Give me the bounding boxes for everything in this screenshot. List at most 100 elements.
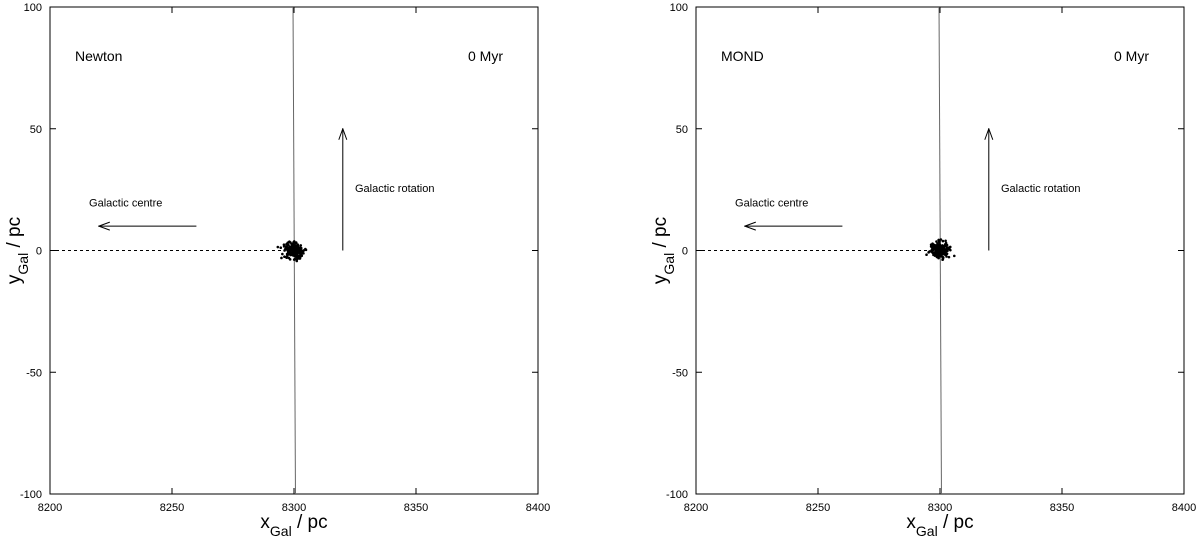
time-label: 0 Myr <box>1114 48 1149 64</box>
cluster-star <box>952 254 956 258</box>
cluster-star <box>929 245 933 248</box>
y-tick-label: -50 <box>672 367 688 379</box>
x-axis-label-unit: / pc <box>938 512 974 533</box>
galactic-centre-label: Galactic centre <box>89 198 162 210</box>
cluster-star <box>285 245 288 248</box>
cluster-star <box>943 251 947 254</box>
x-tick-label: 8250 <box>806 502 830 514</box>
cluster-star <box>285 256 288 259</box>
cluster-star <box>294 241 298 245</box>
x-axis-label-main: x <box>260 512 270 533</box>
cluster-star <box>946 247 950 251</box>
mond-panel: 8200 8250 8300 8350 8400 -100 -50 0 50 100 Galacti… <box>646 0 1200 536</box>
cluster-star <box>295 255 298 259</box>
cluster-star <box>927 251 930 254</box>
y-axis-label-unit: / pc <box>4 217 25 253</box>
cluster-star <box>944 239 947 243</box>
cluster-star <box>937 254 941 258</box>
cluster-star <box>292 249 296 252</box>
cluster-star <box>285 242 288 246</box>
cluster-star <box>288 258 292 261</box>
cluster-star <box>281 252 284 256</box>
x-axis-label-main: x <box>906 512 916 533</box>
cluster-star <box>295 252 299 256</box>
cluster-star <box>282 243 286 246</box>
x-tick-label: 8400 <box>1172 502 1196 514</box>
x-axis-label: xGal / pc <box>260 512 327 536</box>
cluster-star <box>299 244 303 247</box>
cluster-star <box>287 252 290 255</box>
y-tick-label: 100 <box>670 2 688 14</box>
cluster-star <box>935 240 938 243</box>
y-axis-label: yGal / pc <box>650 217 677 284</box>
cluster-points <box>925 238 956 262</box>
cluster-star <box>941 256 945 260</box>
newton-panel: 8200 8250 8300 8350 8400 -100 -50 0 50 100 Galacti… <box>4 2 550 536</box>
cluster-star <box>302 252 305 255</box>
cluster-star <box>939 238 943 241</box>
cluster-star <box>943 243 947 246</box>
x-axis-label-sub: Gal <box>916 523 938 536</box>
y-tick-label: 0 <box>682 246 688 258</box>
cluster-star <box>941 239 945 243</box>
cluster-star <box>931 248 935 252</box>
galactic-rotation-label: Galactic rotation <box>1001 183 1080 195</box>
cluster-star <box>940 246 944 250</box>
newton-chart: 8200 8250 8300 8350 8400 -100 -50 0 50 100 Galacti… <box>4 2 550 536</box>
y-tick-label: 50 <box>676 124 688 136</box>
x-axis-label: xGal / pc <box>906 512 973 536</box>
cluster-star <box>935 255 939 259</box>
x-axis-label-sub: Gal <box>270 523 292 536</box>
cluster-star <box>284 247 287 251</box>
cluster-star <box>288 240 291 244</box>
cluster-star <box>297 250 300 253</box>
y-tick-label: -100 <box>666 489 688 501</box>
x-axis-label-unit: / pc <box>292 512 328 533</box>
cluster-star <box>947 255 951 259</box>
cluster-star <box>292 240 295 244</box>
cluster-star <box>932 251 935 255</box>
galactic-centre-label: Galactic centre <box>735 198 808 210</box>
cluster-star <box>293 244 297 248</box>
y-axis-label-main: y <box>4 274 25 284</box>
cluster-star <box>304 248 308 252</box>
cluster-star <box>292 251 295 254</box>
cluster-star <box>299 252 303 256</box>
cluster-star <box>925 253 928 257</box>
y-tick-label: 50 <box>30 124 42 136</box>
galactic-rotation-label: Galactic rotation <box>355 183 434 195</box>
y-axis-label-sub: Gal <box>15 253 31 275</box>
x-tick-label: 8300 <box>282 502 306 514</box>
y-tick-label: 100 <box>24 2 42 14</box>
y-tick-label: -50 <box>26 367 42 379</box>
cluster-star <box>941 258 944 262</box>
cluster-star <box>936 246 939 249</box>
x-tick-label: 8200 <box>38 502 62 514</box>
model-label: MOND <box>721 48 764 64</box>
cluster-star <box>293 246 296 250</box>
cluster-star <box>280 256 283 260</box>
y-axis-label: yGal / pc <box>4 217 31 284</box>
cluster-star <box>938 250 942 254</box>
x-tick-label: 8350 <box>404 502 428 514</box>
x-tick-label: 8250 <box>160 502 184 514</box>
cluster-star <box>290 242 293 246</box>
x-tick-label: 8200 <box>684 502 708 514</box>
cluster-points <box>276 240 308 263</box>
cluster-star <box>297 254 301 257</box>
cluster-star <box>292 258 296 261</box>
cluster-star <box>299 249 302 253</box>
cluster-star <box>297 247 301 250</box>
y-tick-label: -100 <box>20 489 42 501</box>
x-tick-label: 8400 <box>526 502 550 514</box>
cluster-star <box>276 245 280 249</box>
y-axis-label-sub: Gal <box>661 253 677 275</box>
x-tick-label: 8300 <box>928 502 952 514</box>
time-label: 0 Myr <box>468 48 503 64</box>
cluster-star <box>287 247 291 251</box>
y-axis-label-main: y <box>650 274 671 284</box>
cluster-star <box>936 243 940 246</box>
cluster-star <box>937 240 941 243</box>
y-axis-label-unit: / pc <box>650 217 671 253</box>
cluster-star <box>929 243 933 247</box>
